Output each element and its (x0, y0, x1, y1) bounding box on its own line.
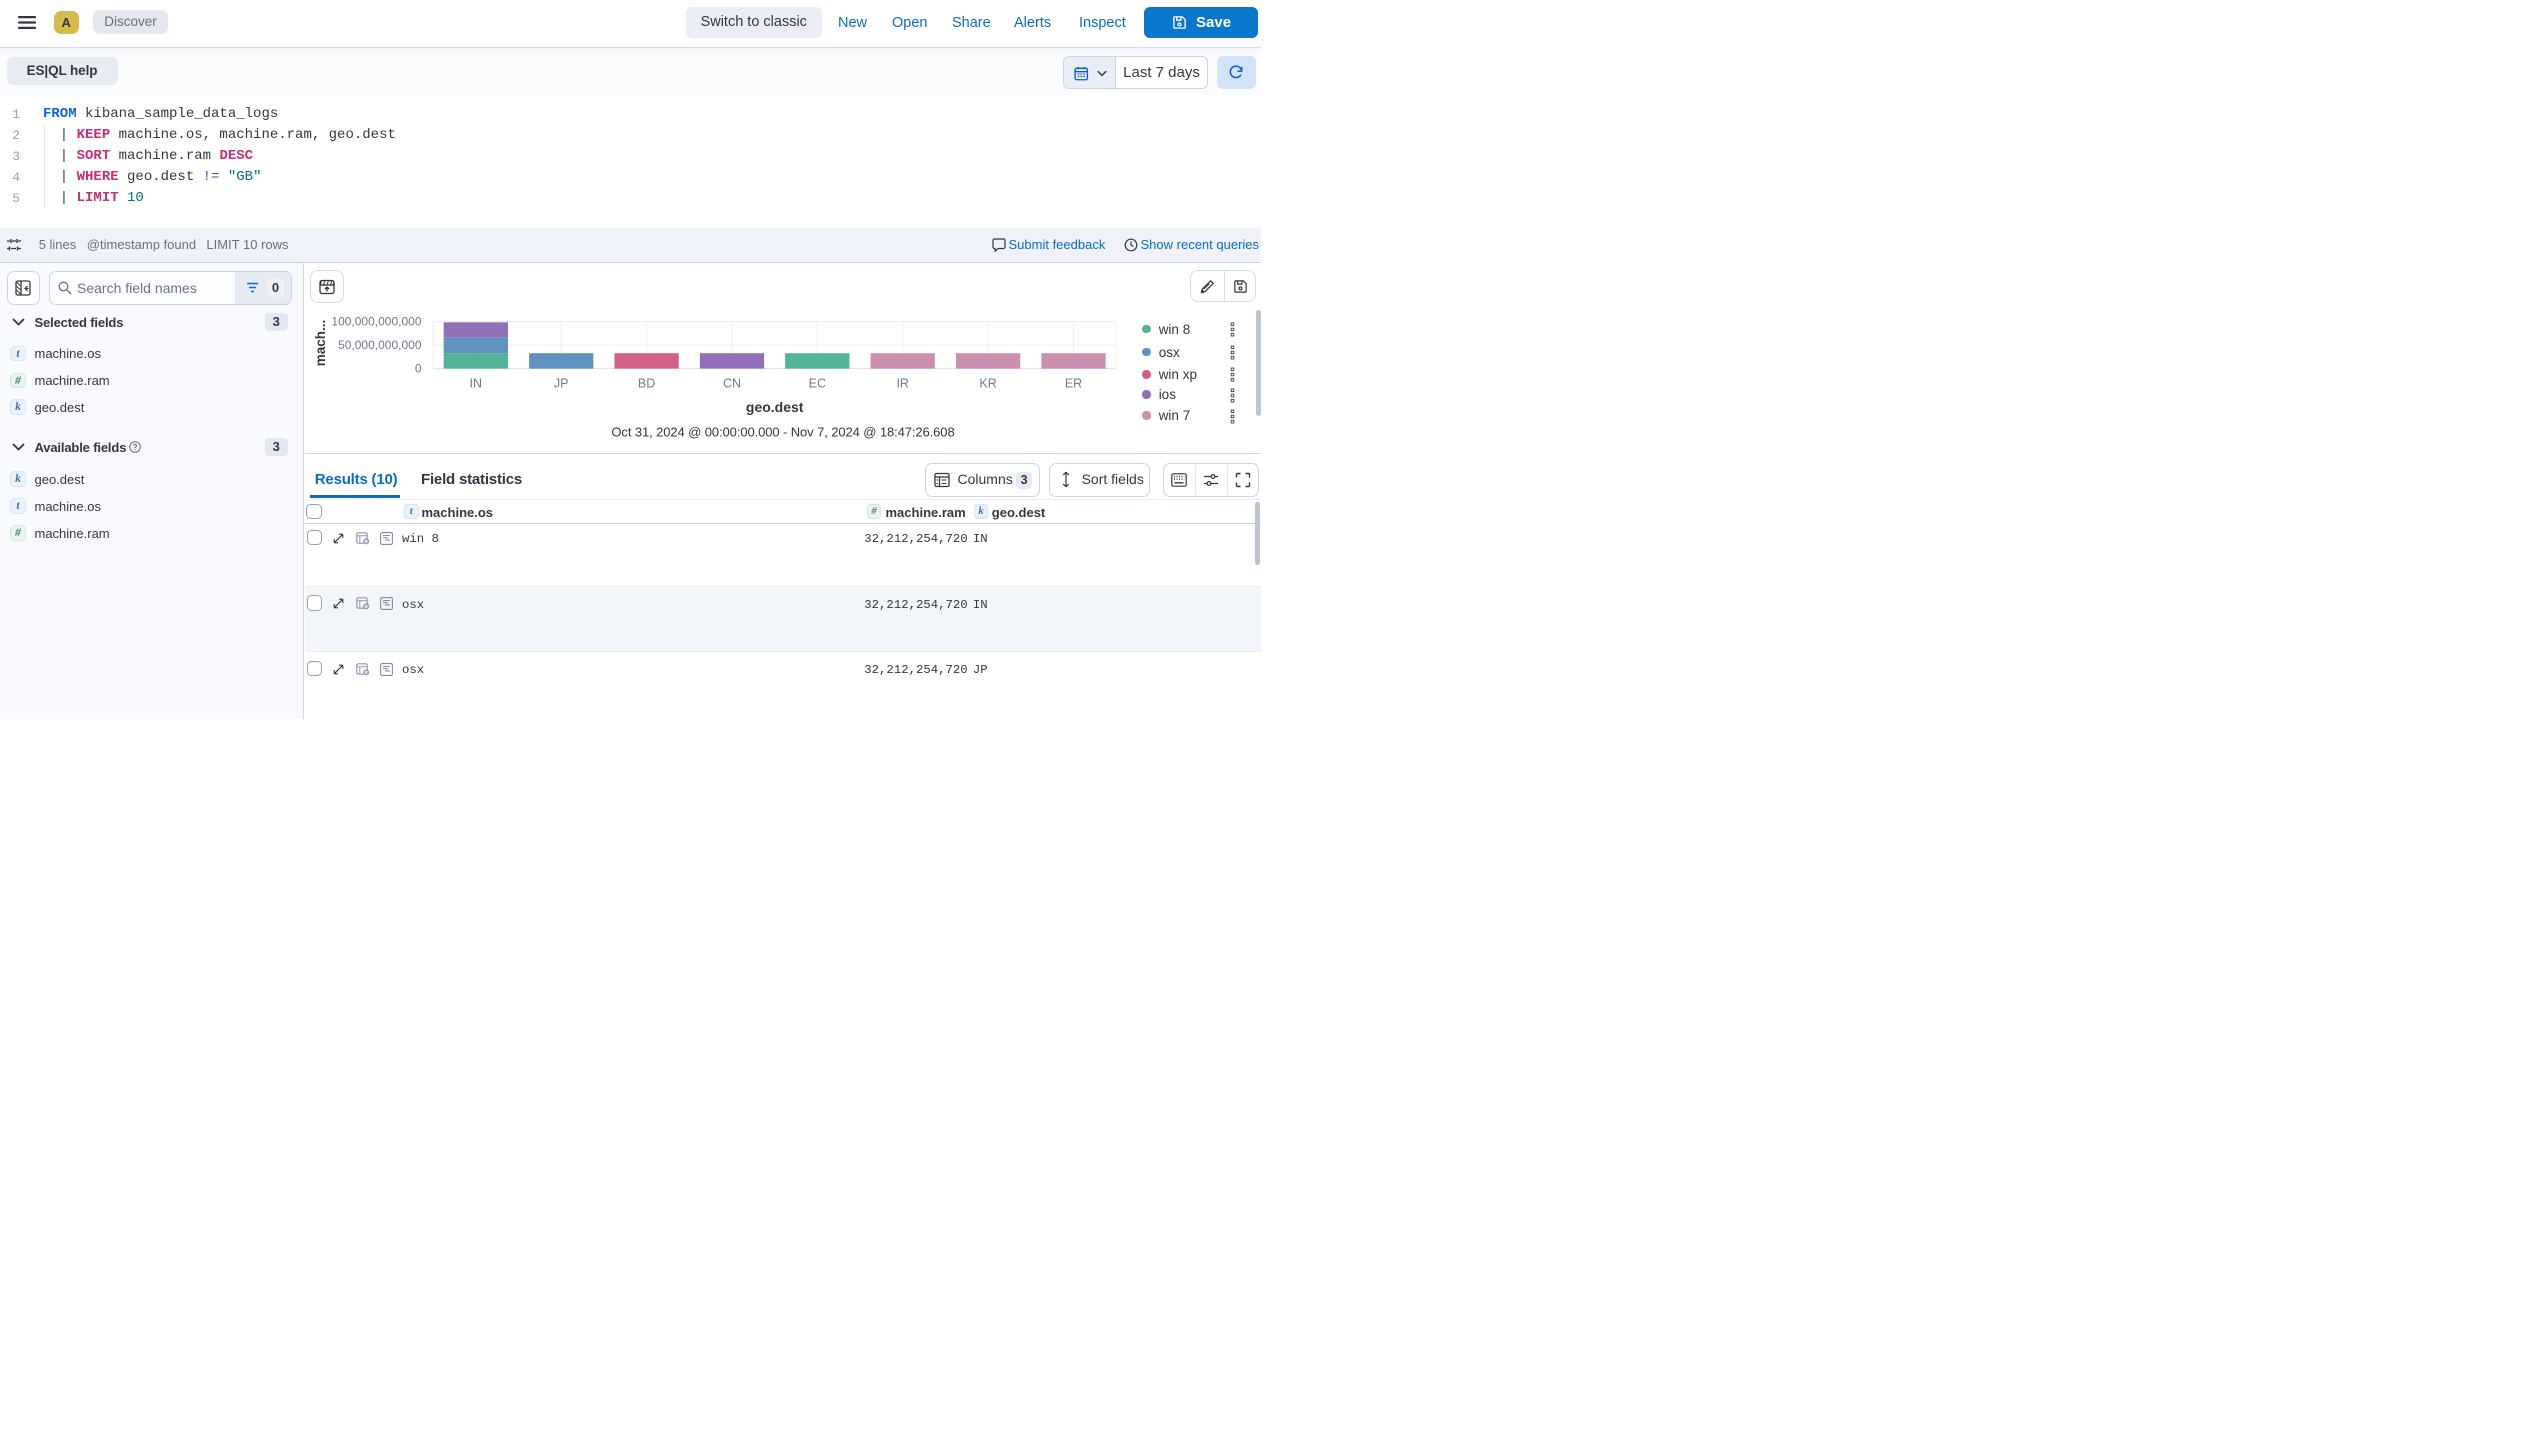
svg-text:IR: IR (896, 377, 909, 391)
svg-text:EC: EC (809, 377, 826, 391)
svg-text:100,000,000,000: 100,000,000,000 (331, 314, 421, 328)
svg-text:BD: BD (638, 377, 655, 391)
svg-text:JP: JP (554, 377, 569, 391)
svg-text:KR: KR (979, 377, 996, 391)
svg-text:ER: ER (1065, 377, 1082, 391)
svg-text:geo.dest: geo.dest (746, 399, 804, 415)
svg-text:mach...: mach... (313, 320, 328, 367)
svg-text:Oct 31, 2024 @ 00:00:00.000 -: Oct 31, 2024 @ 00:00:00.000 - Nov 7, 202… (611, 425, 954, 440)
svg-text:CN: CN (723, 377, 741, 391)
svg-text:0: 0 (415, 362, 422, 376)
svg-text:IN: IN (470, 377, 483, 391)
svg-text:50,000,000,000: 50,000,000,000 (338, 338, 422, 352)
